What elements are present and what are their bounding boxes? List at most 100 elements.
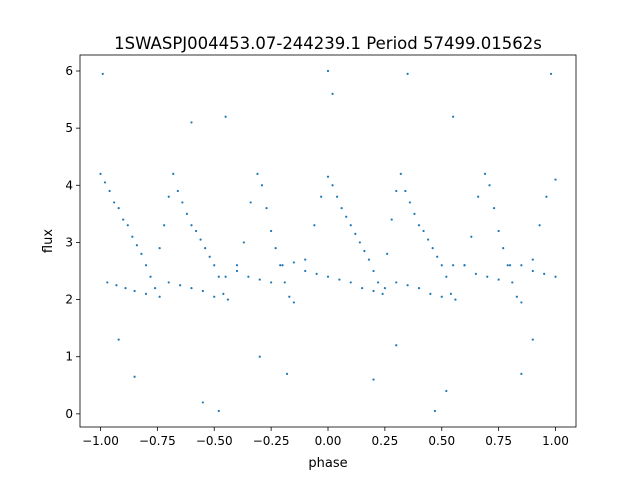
data-point <box>224 275 227 278</box>
data-point <box>404 189 407 193</box>
data-point <box>390 218 393 221</box>
data-point <box>292 261 295 264</box>
y-axis-label: flux <box>41 229 56 253</box>
x-tick-label: 0.00 <box>315 434 342 448</box>
data-point <box>395 281 398 284</box>
data-point <box>554 275 557 278</box>
data-point <box>167 281 170 284</box>
data-point <box>213 264 216 267</box>
data-point <box>124 287 127 290</box>
data-point <box>417 287 421 290</box>
data-point <box>508 264 512 267</box>
data-point <box>422 229 425 233</box>
data-point <box>176 189 179 193</box>
x-axis-ticks: −1.00 −0.75 −0.50 −0.25 0.00 0.25 0.50 0.75 1.00 <box>82 427 569 448</box>
data-point <box>292 301 295 304</box>
data-point <box>199 238 202 241</box>
data-point <box>376 281 380 284</box>
data-point <box>363 249 366 253</box>
data-point <box>520 372 523 375</box>
data-point <box>538 224 541 227</box>
y-tick-label: 1 <box>65 350 73 364</box>
data-point <box>315 272 318 275</box>
data-point <box>358 241 361 244</box>
data-point <box>113 201 116 204</box>
data-point <box>217 275 220 278</box>
data-point <box>258 355 261 358</box>
y-tick-label: 5 <box>65 121 73 135</box>
data-point <box>454 298 457 301</box>
data-point <box>515 295 518 298</box>
data-point <box>445 389 448 393</box>
data-point <box>122 218 125 221</box>
data-point <box>427 238 430 241</box>
data-point <box>163 224 166 227</box>
data-point <box>217 409 220 413</box>
data-point <box>340 207 343 210</box>
data-point <box>549 72 553 75</box>
data-point <box>326 69 330 73</box>
data-point <box>408 201 412 204</box>
data-point <box>336 195 339 198</box>
data-point <box>386 252 389 255</box>
data-point <box>194 229 198 233</box>
data-point <box>158 295 161 298</box>
data-point <box>372 269 375 273</box>
data-point <box>486 275 489 278</box>
data-point <box>172 172 175 175</box>
x-tick-label: −0.75 <box>139 434 176 448</box>
data-point <box>258 278 261 281</box>
data-point <box>429 292 432 295</box>
data-point <box>452 115 455 118</box>
data-point <box>440 295 443 298</box>
data-point <box>226 298 229 301</box>
data-point <box>492 207 496 210</box>
x-axis-label: phase <box>308 456 347 471</box>
data-point <box>545 195 548 198</box>
data-point <box>208 255 211 258</box>
y-tick-label: 2 <box>65 293 73 307</box>
data-point <box>497 278 500 281</box>
data-point <box>554 178 557 181</box>
y-tick-label: 3 <box>65 235 73 249</box>
data-point <box>167 195 170 198</box>
data-point <box>270 229 273 233</box>
data-point <box>103 181 107 184</box>
data-point <box>304 269 307 273</box>
data-point <box>313 224 316 227</box>
data-point <box>117 207 120 210</box>
x-tick-label: 0.50 <box>428 434 455 448</box>
data-point <box>326 175 330 178</box>
data-point <box>331 92 334 95</box>
data-point <box>433 409 437 413</box>
data-point <box>213 295 216 298</box>
data-point <box>99 172 102 175</box>
data-point <box>158 247 161 250</box>
x-tick-label: 1.00 <box>542 434 569 448</box>
data-point <box>488 184 491 187</box>
data-point <box>153 287 157 290</box>
data-point <box>417 224 421 227</box>
data-point <box>413 212 416 215</box>
data-point <box>463 264 466 267</box>
data-point <box>288 295 291 298</box>
data-point <box>283 281 286 284</box>
data-point <box>395 344 398 347</box>
data-point <box>126 224 129 227</box>
data-point <box>477 195 480 198</box>
data-point <box>304 258 307 261</box>
x-tick-label: −1.00 <box>82 434 119 448</box>
data-point <box>449 292 452 295</box>
y-tick-label: 4 <box>65 178 73 192</box>
data-point <box>270 281 273 284</box>
data-point <box>201 401 204 404</box>
data-point <box>520 264 523 267</box>
data-point <box>249 201 252 204</box>
data-point <box>452 264 455 267</box>
data-point <box>181 201 184 204</box>
chart-title: 1SWASPJ004453.07-244239.1 Period 57499.0… <box>114 34 542 53</box>
data-point <box>247 275 250 278</box>
data-point <box>349 224 352 227</box>
